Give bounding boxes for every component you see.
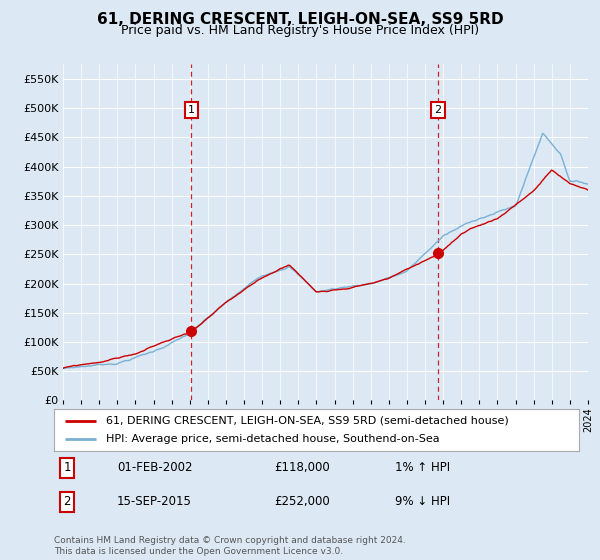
Text: £252,000: £252,000 <box>275 496 330 508</box>
Text: 15-SEP-2015: 15-SEP-2015 <box>117 496 192 508</box>
Text: 2: 2 <box>64 496 71 508</box>
Text: 1% ↑ HPI: 1% ↑ HPI <box>395 461 451 474</box>
Text: 01-FEB-2002: 01-FEB-2002 <box>117 461 193 474</box>
Text: 61, DERING CRESCENT, LEIGH-ON-SEA, SS9 5RD: 61, DERING CRESCENT, LEIGH-ON-SEA, SS9 5… <box>97 12 503 27</box>
Text: Contains HM Land Registry data © Crown copyright and database right 2024.
This d: Contains HM Land Registry data © Crown c… <box>54 536 406 556</box>
Text: 1: 1 <box>64 461 71 474</box>
Text: 2: 2 <box>434 105 442 115</box>
Text: £118,000: £118,000 <box>275 461 330 474</box>
Text: HPI: Average price, semi-detached house, Southend-on-Sea: HPI: Average price, semi-detached house,… <box>107 434 440 444</box>
Text: 9% ↓ HPI: 9% ↓ HPI <box>395 496 451 508</box>
Text: 1: 1 <box>188 105 194 115</box>
Text: Price paid vs. HM Land Registry's House Price Index (HPI): Price paid vs. HM Land Registry's House … <box>121 24 479 37</box>
Text: 61, DERING CRESCENT, LEIGH-ON-SEA, SS9 5RD (semi-detached house): 61, DERING CRESCENT, LEIGH-ON-SEA, SS9 5… <box>107 416 509 426</box>
